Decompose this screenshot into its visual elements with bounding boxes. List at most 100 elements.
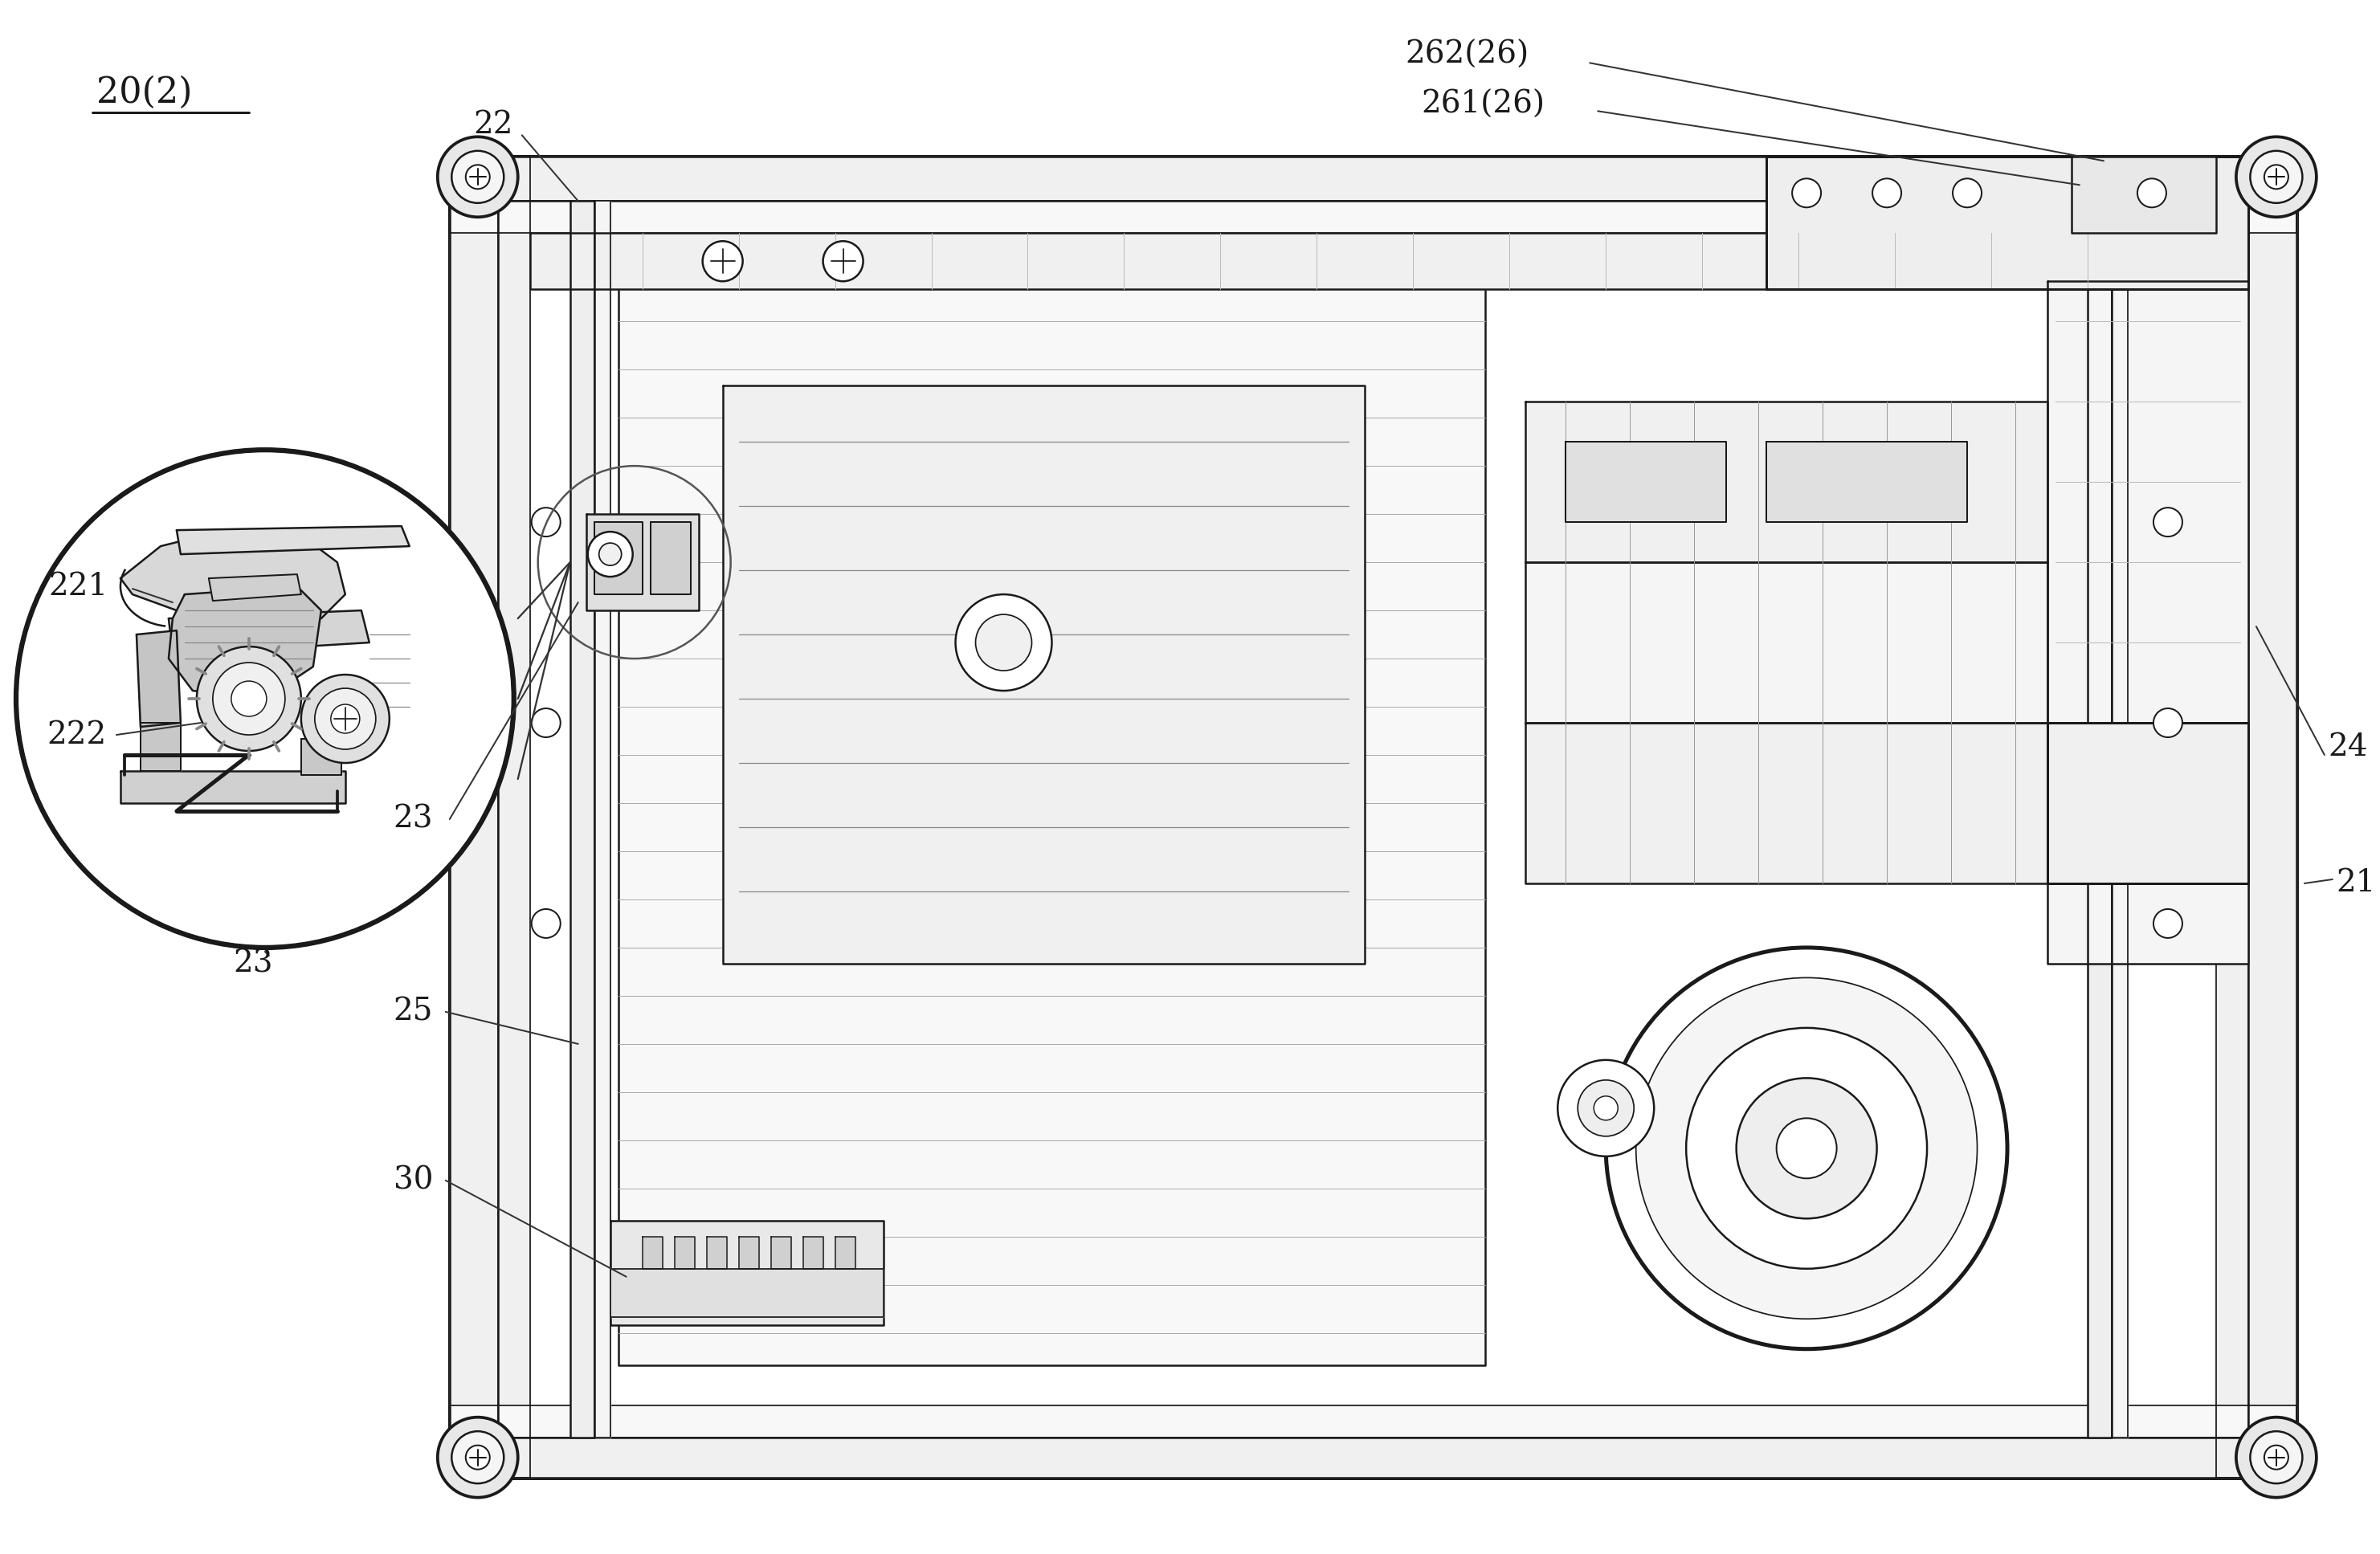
Polygon shape [450, 157, 497, 1478]
Circle shape [1595, 1096, 1618, 1120]
Polygon shape [609, 1220, 883, 1326]
Polygon shape [302, 738, 340, 775]
Polygon shape [2087, 200, 2111, 1437]
Circle shape [823, 241, 864, 281]
Polygon shape [2047, 723, 2249, 883]
Text: 30: 30 [393, 1166, 433, 1195]
Polygon shape [1526, 723, 2047, 883]
Polygon shape [450, 200, 2297, 233]
Polygon shape [771, 1237, 790, 1268]
Polygon shape [619, 241, 1485, 1364]
Polygon shape [2249, 157, 2297, 1478]
Text: 22: 22 [474, 110, 514, 140]
Polygon shape [1526, 401, 2047, 563]
Circle shape [531, 508, 559, 536]
Polygon shape [595, 200, 609, 1437]
Polygon shape [209, 575, 302, 601]
Text: 23: 23 [393, 805, 433, 834]
Circle shape [2154, 508, 2182, 536]
Text: 23: 23 [233, 949, 274, 979]
Polygon shape [802, 1237, 823, 1268]
Polygon shape [724, 385, 1366, 963]
Circle shape [2263, 165, 2287, 190]
Polygon shape [1766, 157, 2249, 289]
Text: 262(26): 262(26) [1404, 40, 1528, 70]
Circle shape [600, 542, 621, 566]
Circle shape [466, 165, 490, 190]
Circle shape [1635, 977, 1978, 1319]
Polygon shape [2111, 200, 2128, 1437]
Circle shape [438, 137, 519, 218]
Circle shape [17, 449, 514, 948]
Polygon shape [1526, 563, 2047, 723]
Polygon shape [121, 771, 345, 803]
Polygon shape [136, 631, 181, 727]
Polygon shape [176, 527, 409, 555]
Text: 222: 222 [48, 720, 107, 749]
Circle shape [588, 531, 633, 577]
Circle shape [976, 614, 1033, 671]
Circle shape [2263, 1445, 2287, 1470]
Circle shape [2237, 1417, 2316, 1498]
Circle shape [531, 909, 559, 939]
Circle shape [1737, 1078, 1878, 1218]
Polygon shape [2071, 157, 2216, 233]
Circle shape [231, 681, 267, 716]
Circle shape [2154, 709, 2182, 737]
Circle shape [1578, 1080, 1635, 1136]
Circle shape [531, 709, 559, 737]
Circle shape [331, 704, 359, 733]
Polygon shape [595, 522, 643, 594]
Text: 24: 24 [2328, 732, 2368, 761]
Circle shape [702, 241, 743, 281]
Polygon shape [707, 1237, 726, 1268]
Polygon shape [571, 200, 595, 1437]
Polygon shape [738, 1237, 759, 1268]
Circle shape [1557, 1060, 1654, 1156]
Circle shape [2249, 151, 2301, 204]
Polygon shape [674, 1237, 695, 1268]
Polygon shape [585, 514, 700, 611]
Polygon shape [169, 611, 369, 654]
Polygon shape [531, 233, 2216, 289]
Circle shape [1792, 179, 1821, 207]
Circle shape [452, 1431, 505, 1484]
Polygon shape [140, 723, 181, 771]
Circle shape [2249, 1431, 2301, 1484]
Circle shape [466, 1445, 490, 1470]
Polygon shape [1566, 441, 1725, 522]
Circle shape [1952, 179, 1983, 207]
Polygon shape [121, 530, 345, 626]
Circle shape [438, 1417, 519, 1498]
Polygon shape [643, 1237, 662, 1268]
Circle shape [2137, 179, 2166, 207]
Circle shape [954, 594, 1052, 690]
Circle shape [1873, 179, 1902, 207]
Polygon shape [450, 157, 2297, 200]
Text: 21: 21 [2337, 869, 2375, 898]
Circle shape [314, 688, 376, 749]
Polygon shape [450, 1437, 2297, 1478]
Circle shape [212, 662, 286, 735]
Polygon shape [169, 586, 321, 699]
Text: 261(26): 261(26) [1421, 90, 1545, 120]
Polygon shape [450, 157, 2297, 1478]
Polygon shape [650, 522, 690, 594]
Circle shape [1775, 1119, 1837, 1178]
Text: 221: 221 [48, 572, 107, 601]
Circle shape [1606, 948, 2006, 1349]
Polygon shape [2047, 281, 2249, 963]
Polygon shape [497, 157, 531, 1478]
Circle shape [2154, 909, 2182, 939]
Polygon shape [835, 1237, 854, 1268]
Circle shape [302, 674, 390, 763]
Circle shape [452, 151, 505, 204]
Circle shape [198, 646, 302, 751]
Polygon shape [609, 1268, 883, 1316]
Polygon shape [2216, 157, 2249, 1478]
Circle shape [2237, 137, 2316, 218]
Text: 20(2): 20(2) [95, 75, 193, 110]
Polygon shape [450, 1405, 2297, 1437]
Text: 25: 25 [393, 998, 433, 1027]
Circle shape [1685, 1027, 1928, 1268]
